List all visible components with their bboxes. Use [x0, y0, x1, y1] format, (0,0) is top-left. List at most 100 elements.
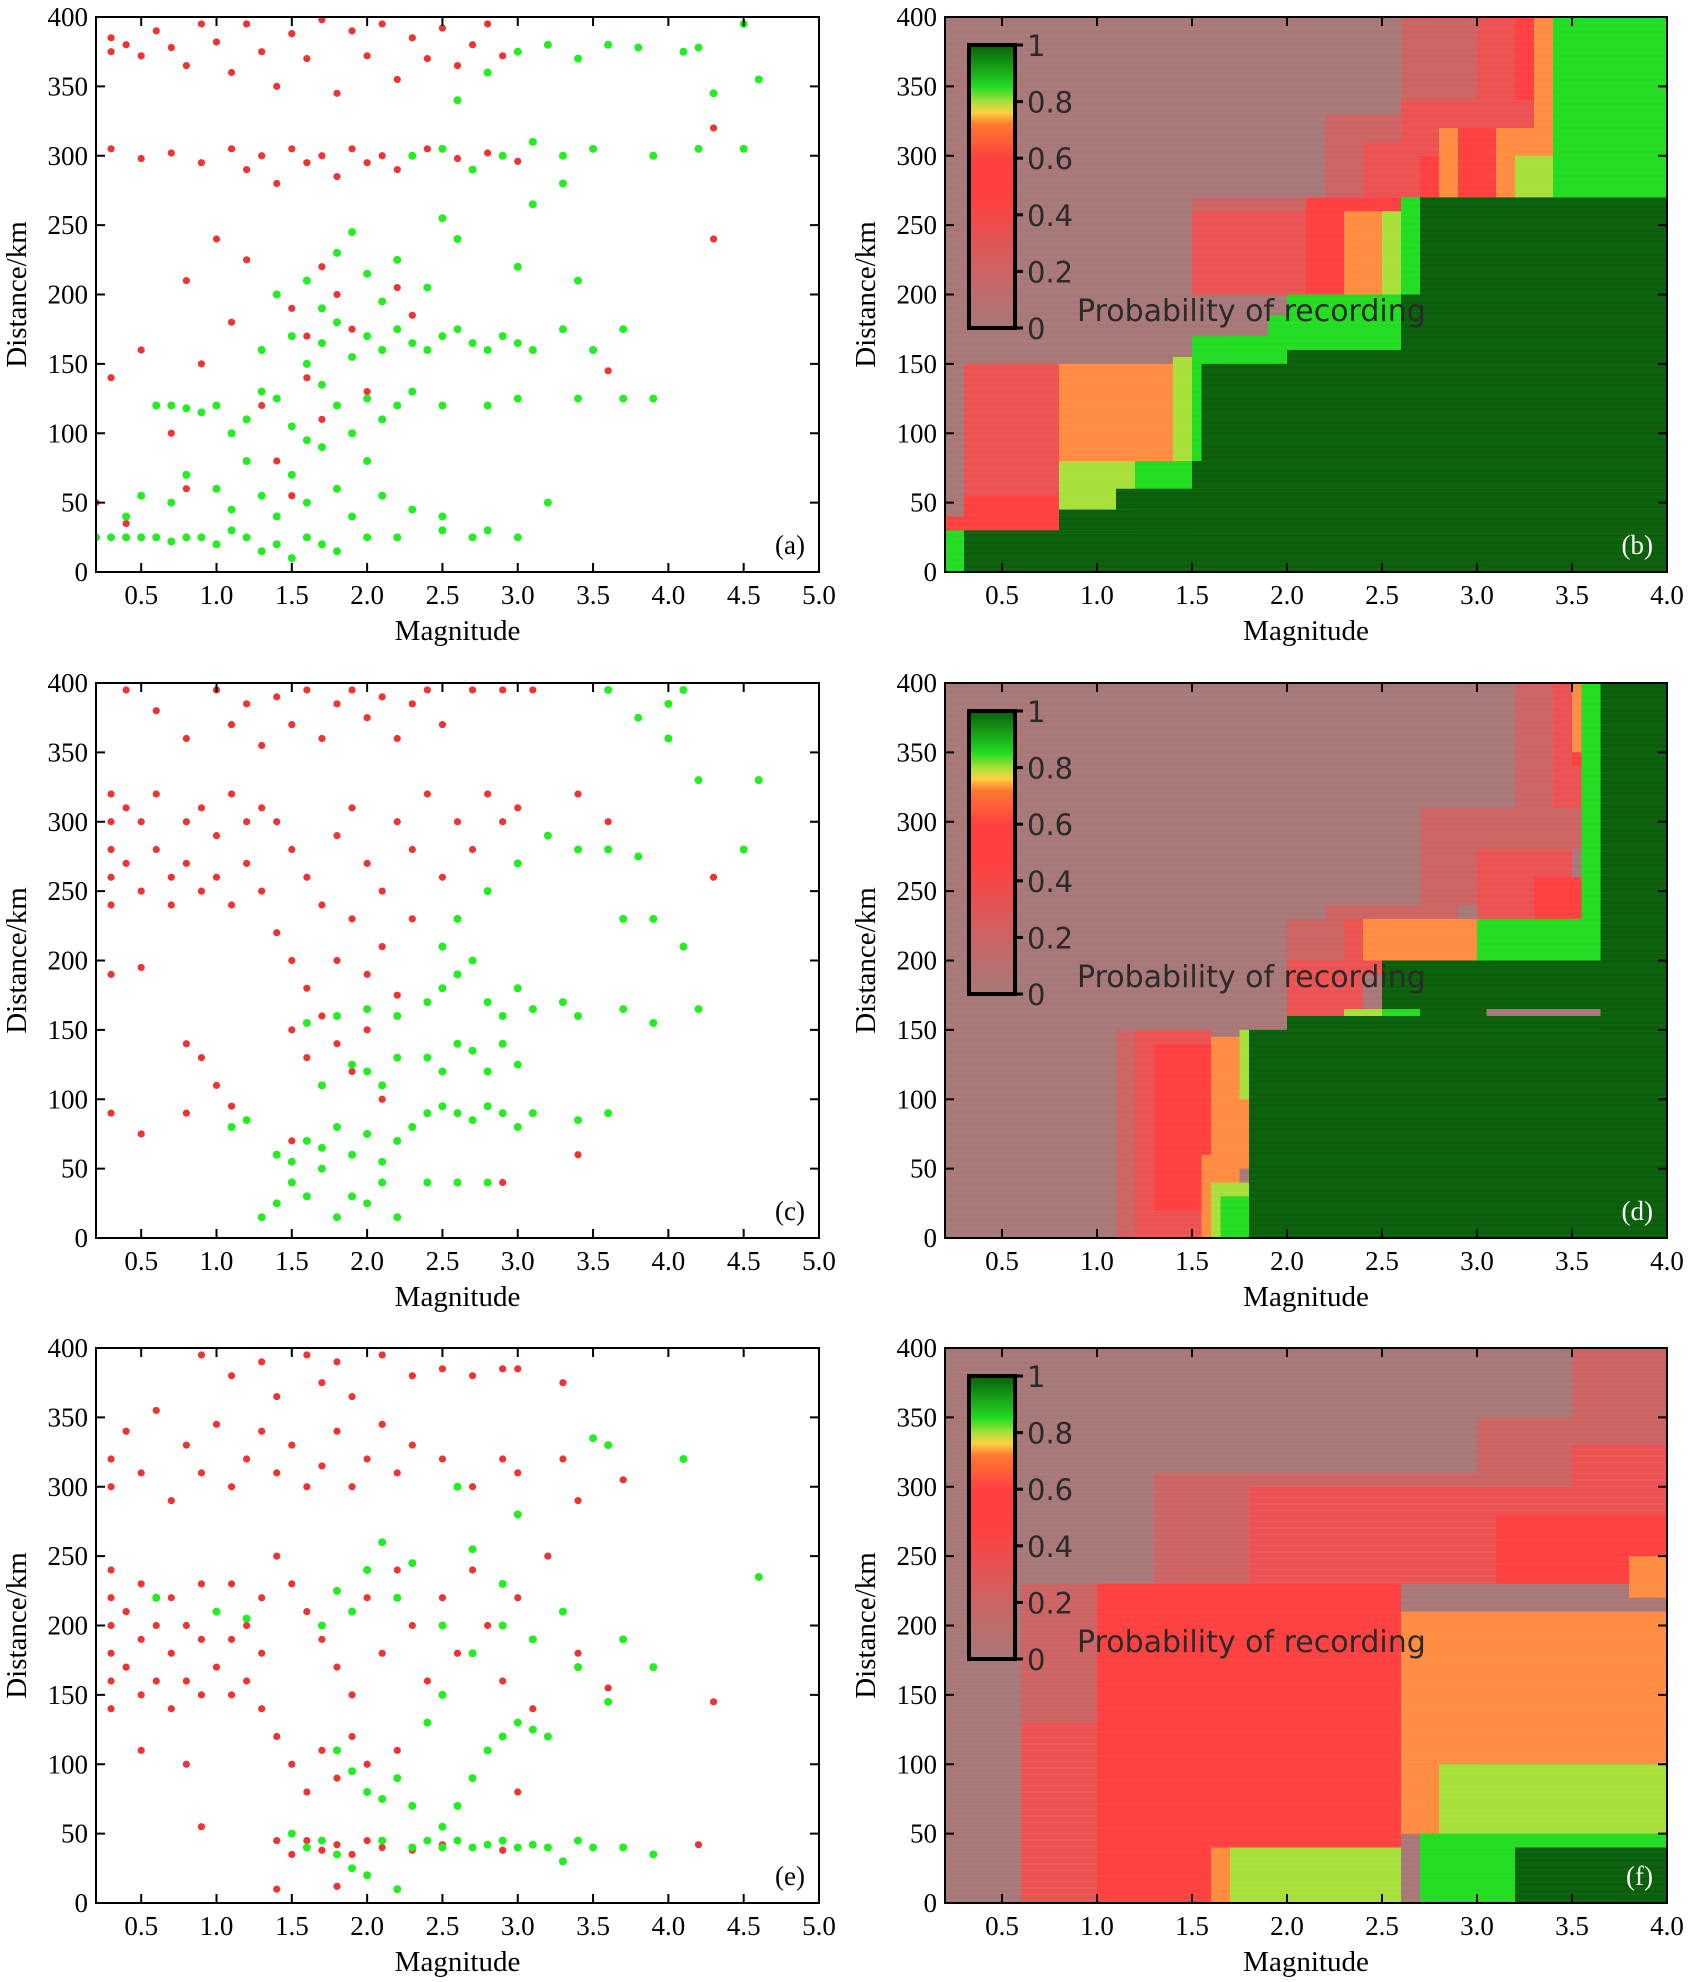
scatter-point-unrecorded [393, 734, 401, 743]
scatter-point-unrecorded [363, 1836, 371, 1845]
colorbar-tick-label: 0.8 [1027, 752, 1073, 786]
scatter-point-unrecorded [122, 686, 130, 694]
scatter-point-recorded [423, 1178, 432, 1187]
scatter-point-unrecorded [197, 159, 206, 167]
scatter-point-unrecorded [363, 388, 371, 396]
scatter-point-recorded [483, 887, 492, 896]
scatter-point-unrecorded [273, 1885, 281, 1893]
scatter-point-unrecorded [182, 1760, 190, 1768]
scatter-point-unrecorded [273, 693, 281, 701]
x-tick-label: 2.0 [1270, 1911, 1304, 1941]
scatter-point-unrecorded [273, 457, 281, 465]
heatmap-cell [1382, 960, 1667, 1010]
series-recorded [152, 1434, 763, 1894]
scatter-point-recorded [167, 537, 176, 546]
scatter-point-recorded [227, 526, 236, 535]
scatter-point-recorded [287, 422, 296, 431]
scatter-point-unrecorded [212, 832, 221, 840]
heatmap-cell [1021, 1722, 1097, 1903]
scatter-point-recorded [483, 1067, 492, 1076]
scatter-point-recorded [378, 1538, 387, 1547]
scatter-point-recorded [272, 540, 281, 549]
scatter-point-recorded [468, 165, 477, 174]
scatter-point-unrecorded [348, 27, 356, 35]
scatter-point-unrecorded [288, 145, 296, 153]
scatter-point-recorded [574, 276, 582, 285]
scatter-point-unrecorded [167, 901, 175, 909]
scatter-point-recorded [423, 1836, 432, 1845]
x-tick-label: 2.5 [426, 1911, 460, 1941]
scatter-point-unrecorded [318, 1379, 326, 1387]
scatter-point-unrecorded [333, 1841, 341, 1849]
scatter-point-unrecorded [348, 1067, 356, 1076]
scatter-point-unrecorded [197, 804, 206, 812]
scatter-point-unrecorded [378, 20, 386, 28]
scatter-point-recorded [378, 1157, 387, 1166]
y-tick-label: 150 [48, 349, 89, 379]
scatter-point-recorded [649, 914, 658, 923]
scatter-point-recorded [302, 436, 311, 445]
scatter-point-recorded [574, 845, 582, 854]
scatter-point-unrecorded [182, 61, 190, 70]
colorbar: 1 0.8 0.6 0.4 0.2 0 Probability of recording [967, 1360, 1426, 1677]
scatter-point-recorded [528, 1109, 537, 1118]
scatter-point-recorded [513, 47, 522, 56]
scatter-point-unrecorded [378, 887, 386, 895]
colorbar: 1 0.8 0.6 0.4 0.2 0 Probability of recording [967, 29, 1426, 346]
scatter-point-recorded [468, 1545, 477, 1554]
x-tick-label: 4.0 [652, 1911, 686, 1941]
x-tick-label: 0.5 [124, 580, 158, 610]
scatter-point-recorded [453, 96, 462, 105]
x-tick-label: 0.5 [124, 1246, 158, 1276]
colorbar-tick-label: 0.4 [1027, 1530, 1073, 1564]
scatter-point-unrecorded [333, 172, 341, 181]
colorbar-tick-label: 0 [1027, 1643, 1045, 1677]
y-tick-label: 200 [897, 280, 938, 310]
panel-frame [95, 1347, 820, 1904]
scatter-point-recorded [574, 1116, 582, 1125]
scatter-point-recorded [393, 1053, 402, 1062]
scatter-point-unrecorded [408, 1372, 416, 1380]
scatter-point-recorded [317, 380, 326, 389]
x-tick-label: 2.5 [1365, 1246, 1399, 1276]
scatter-point-unrecorded [303, 1054, 311, 1062]
scatter-point-recorded [348, 429, 357, 438]
y-tick-label: 0 [924, 557, 938, 587]
colorbar-tick-label: 0.2 [1027, 255, 1073, 289]
x-axis-title: Magnitude [1243, 1281, 1369, 1313]
heatmap-cell [945, 530, 964, 572]
x-tick-label: 5.0 [802, 1911, 836, 1941]
scatter-point-recorded [453, 325, 462, 334]
scatter-point-recorded [694, 1005, 703, 1014]
scatter-point-unrecorded [318, 415, 326, 423]
y-tick-label: 250 [897, 1541, 938, 1571]
scatter-point-recorded [679, 47, 688, 56]
x-tick-label: 3.5 [576, 1246, 610, 1276]
scatter-point-unrecorded [393, 1746, 401, 1754]
scatter-point-recorded [528, 346, 537, 354]
heatmap-cell [1572, 1445, 1667, 1515]
heatmap-cell [1629, 1556, 1667, 1598]
x-tick-label: 1.0 [1080, 1246, 1114, 1276]
scatter-point-unrecorded [468, 1372, 477, 1380]
scatter-point-unrecorded [258, 1427, 266, 1435]
scatter-point-unrecorded [694, 1841, 703, 1849]
colorbar-tick-label: 1 [1027, 695, 1045, 729]
scatter-point-unrecorded [258, 1705, 266, 1713]
x-tick-label: 2.5 [426, 580, 460, 610]
heatmap-cell [1287, 350, 1667, 364]
scatter-point-unrecorded [258, 1594, 266, 1602]
heatmap-cell [1420, 197, 1667, 295]
scatter-point-unrecorded [107, 1649, 115, 1657]
scatter-point-recorded [363, 533, 372, 542]
y-tick-label: 50 [910, 1154, 937, 1184]
heatmap-cell [1401, 197, 1420, 295]
scatter-point-unrecorded [408, 311, 416, 319]
scatter-point-unrecorded [348, 1483, 356, 1491]
scatter-point-recorded [453, 970, 462, 979]
scatter-point-recorded [317, 540, 326, 549]
x-tick-label: 3.0 [1460, 1246, 1494, 1276]
scatter-point-recorded [468, 956, 477, 965]
scatter-point-unrecorded [227, 1102, 236, 1110]
scatter-point-recorded [257, 1213, 266, 1222]
